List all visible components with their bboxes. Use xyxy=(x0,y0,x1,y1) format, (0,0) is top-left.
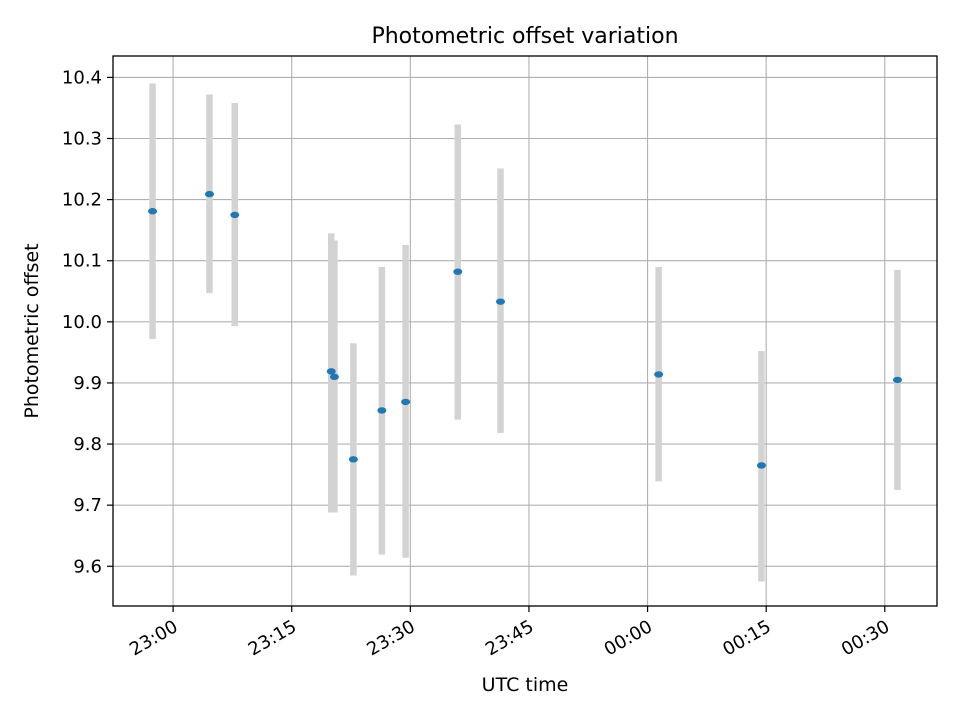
data-points xyxy=(148,190,902,469)
data-point xyxy=(377,407,387,414)
x-axis-label: UTC time xyxy=(482,674,569,696)
y-tick-label: 9.6 xyxy=(73,556,102,577)
y-tick-label: 9.9 xyxy=(73,373,102,394)
data-point xyxy=(326,368,336,375)
data-point xyxy=(204,190,214,198)
data-point xyxy=(148,208,158,215)
y-tick-label: 10.3 xyxy=(62,129,102,150)
data-point xyxy=(453,268,463,275)
data-point xyxy=(230,211,240,219)
y-tick-label: 10.0 xyxy=(62,312,102,333)
data-point xyxy=(401,398,411,406)
y-axis-ticks: 9.6 9.7 9.8 9.9 10.0 10.1 10.2 10.3 10.4 xyxy=(62,67,113,577)
chart-title: Photometric offset variation xyxy=(371,24,678,49)
y-tick-label: 10.2 xyxy=(62,190,102,211)
y-axis-label: Photometric offset xyxy=(21,243,43,418)
data-point xyxy=(892,376,902,384)
data-point xyxy=(756,462,766,469)
data-point xyxy=(654,371,664,378)
data-point xyxy=(495,298,505,305)
y-tick-label: 10.1 xyxy=(62,251,102,272)
y-tick-label: 10.4 xyxy=(62,67,102,88)
data-point xyxy=(348,456,358,463)
y-tick-label: 9.7 xyxy=(73,495,102,516)
grid xyxy=(113,56,937,606)
data-point xyxy=(329,373,339,381)
plot-frame xyxy=(112,55,938,607)
y-tick-label: 9.8 xyxy=(73,434,102,455)
